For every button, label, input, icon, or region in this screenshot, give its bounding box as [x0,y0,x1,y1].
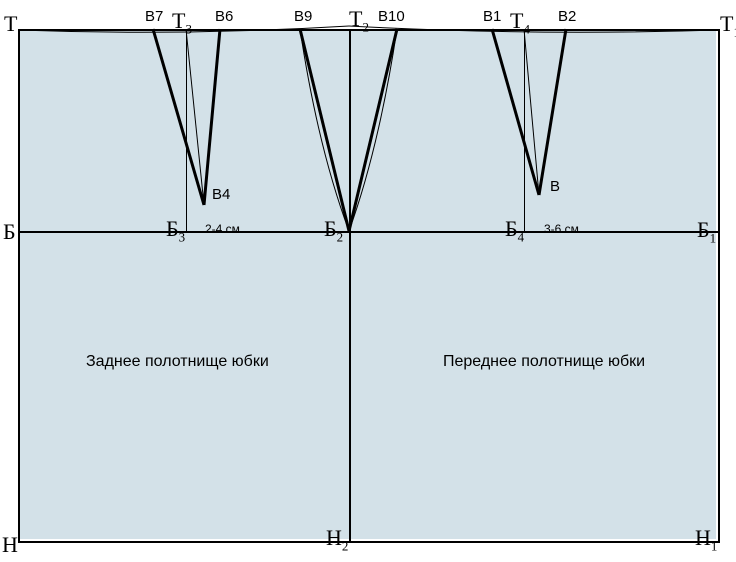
label-m1: 2-4 см [205,222,240,236]
label-B1t: B1 [483,8,501,25]
label-back: Заднее полотнище юбки [86,353,269,371]
label-T2: Т2 [349,6,369,35]
label-T3: Т3 [172,8,192,37]
label-B7: B7 [145,8,163,25]
label-B2: Б2 [324,216,343,245]
label-B: Б [3,219,16,245]
label-B4sm: B4 [212,186,230,203]
label-B6: B6 [215,8,233,25]
label-H1: Н1 [695,525,717,554]
label-H: Н [2,532,18,558]
label-B2t: B2 [558,8,576,25]
label-H2: Н2 [326,525,348,554]
label-B4lbl: Б4 [505,216,524,245]
label-B3: Б3 [166,216,185,245]
label-front: Переднее полотнище юбки [443,353,645,371]
label-B10: B10 [378,8,405,25]
label-T1: Т1 [720,11,736,40]
label-B1: Б1 [697,217,716,246]
label-B9: B9 [294,8,312,25]
label-m2: 3-6 см [544,222,579,236]
label-T: Т [4,11,17,37]
label-Bsm: B [550,178,560,195]
dart-overlay [0,0,736,562]
label-T4: Т4 [510,8,530,37]
pattern-diagram: Т Т1 Т2 Т3 Т4 Б Б1 Б2 Б3 Б4 Н Н1 Н2 B7 B6 B9 B10 B1 B2 B4 B 2… [0,0,736,562]
